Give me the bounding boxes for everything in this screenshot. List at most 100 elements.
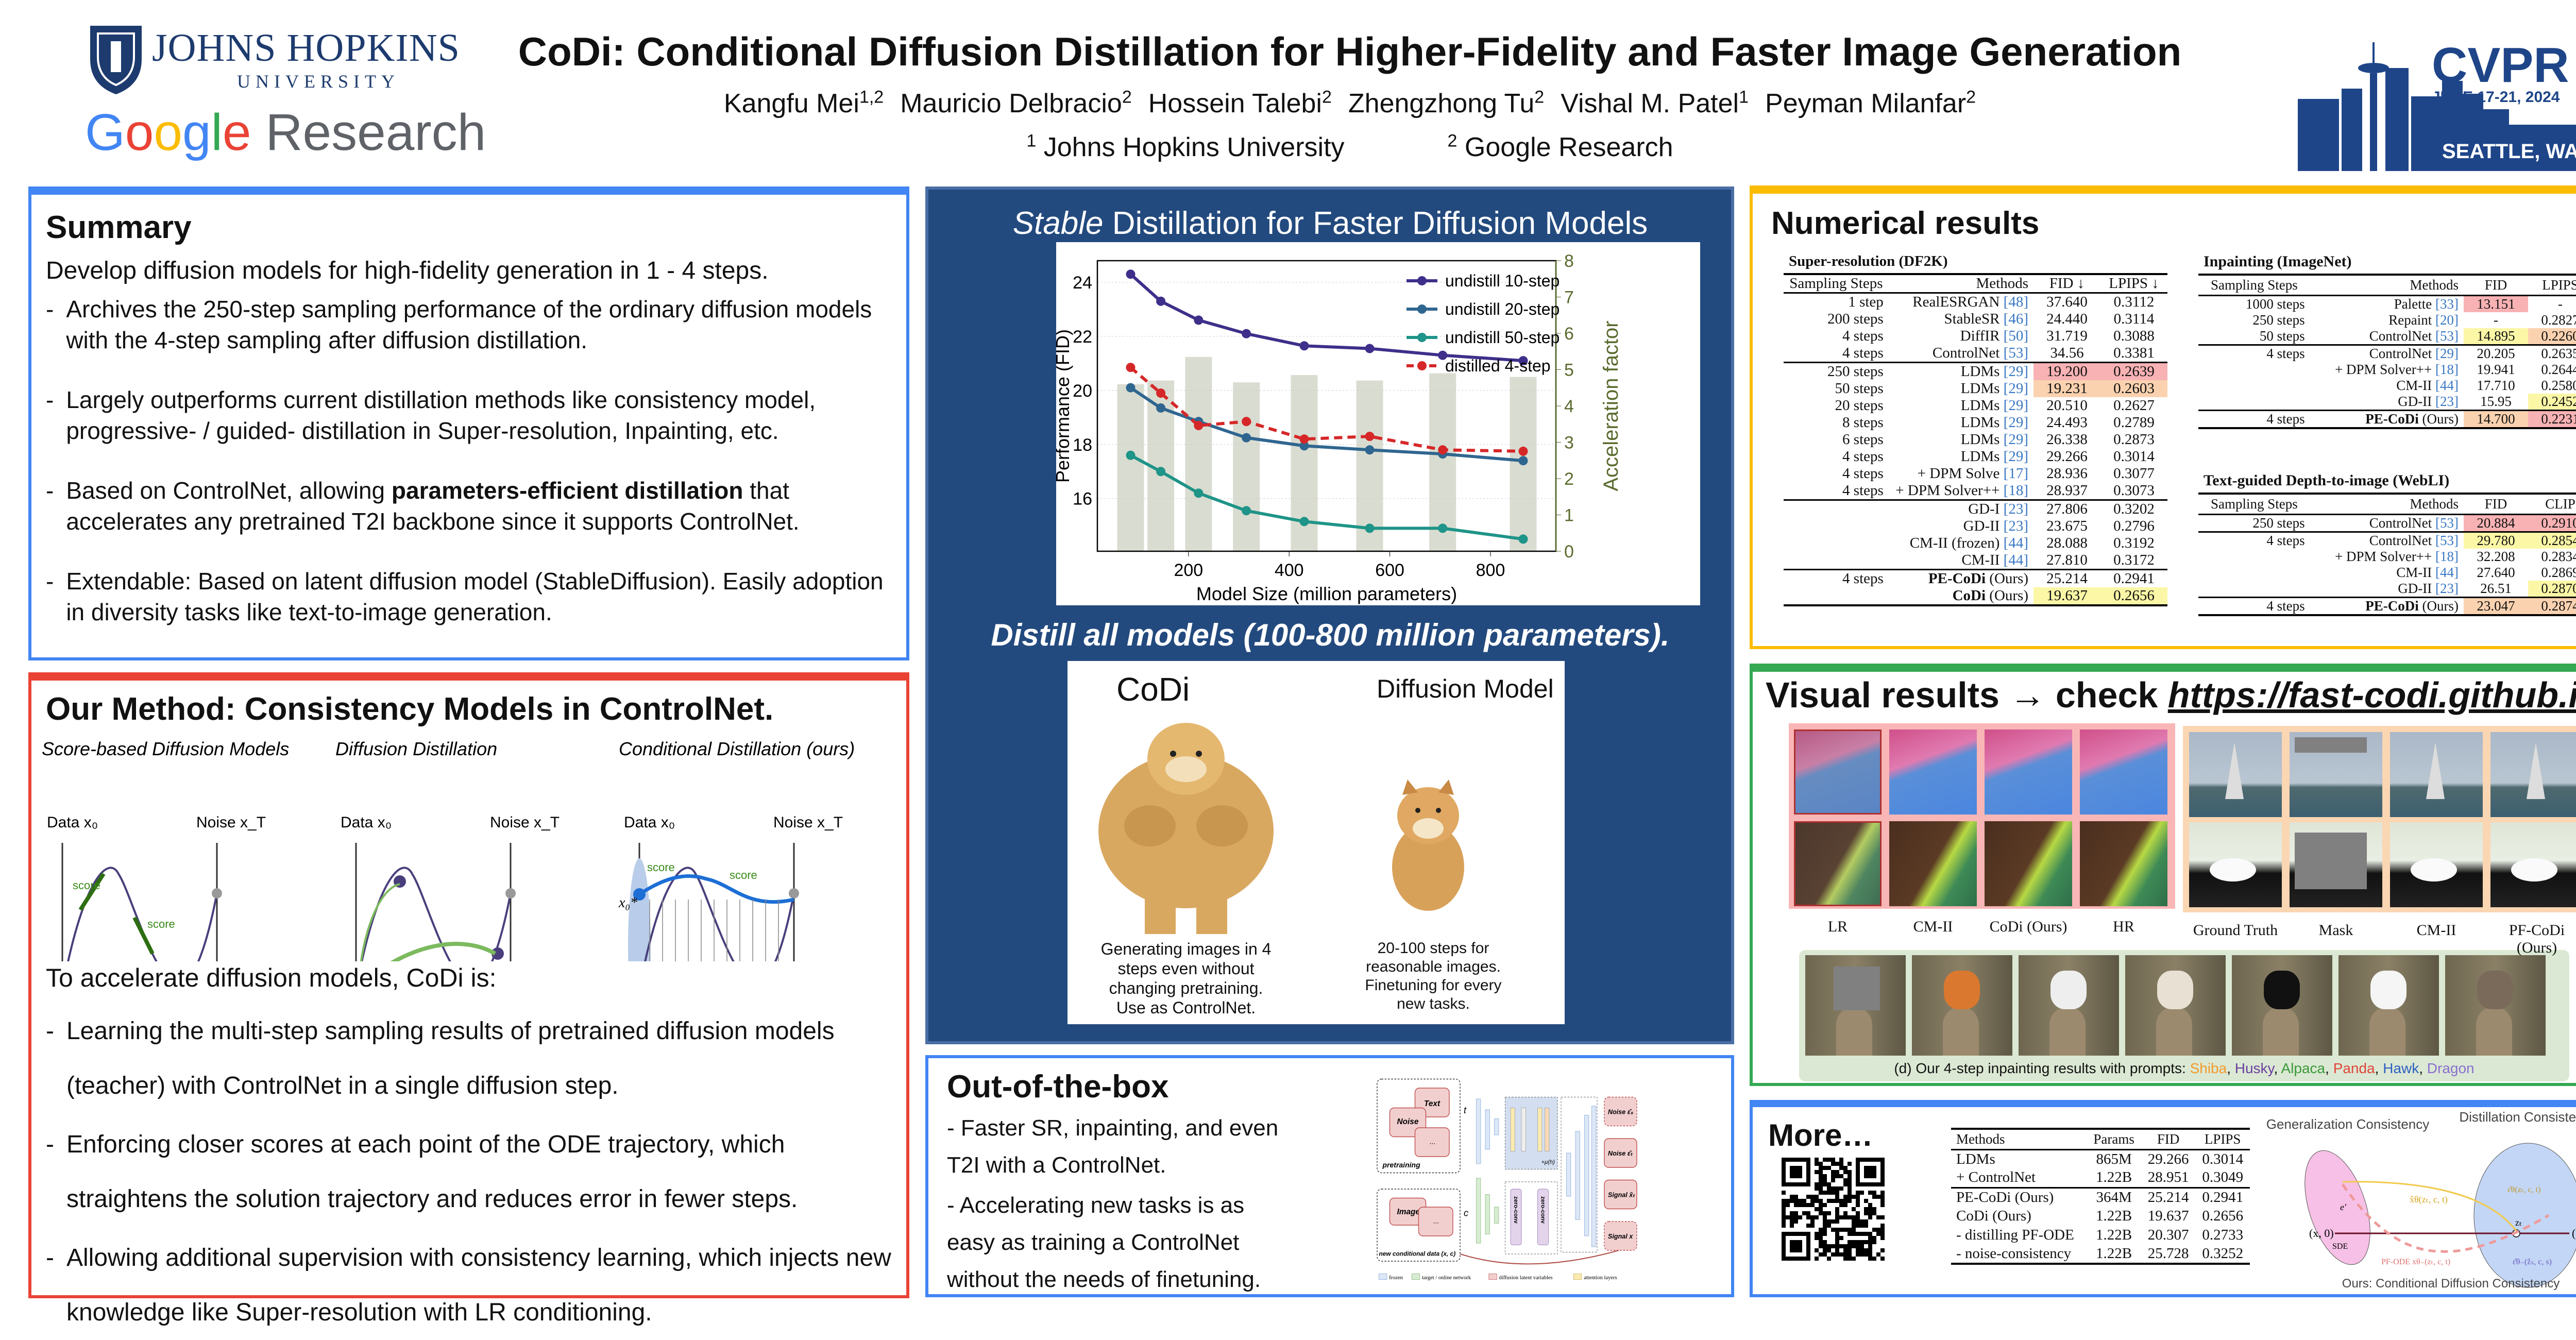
qr-module xyxy=(1823,1203,1827,1207)
citation: [23] xyxy=(2435,580,2459,596)
meerkat-body xyxy=(2049,1007,2086,1056)
metric-value: 0.3202 xyxy=(2100,499,2167,518)
x-axis-label: Model Size (million parameters) xyxy=(1196,583,1457,604)
qr-module xyxy=(1860,1219,1864,1224)
data-label: Data x₀ xyxy=(624,814,675,831)
table-row: - distilling PF-ODE 1.22B 20.307 0.2733 xyxy=(1951,1226,2250,1245)
qr-module xyxy=(1856,1203,1860,1207)
qr-module xyxy=(1868,1207,1872,1211)
table-row: 1000 steps Palette [33] 13.151- xyxy=(2198,295,2576,312)
metric-value: 0.2656 xyxy=(2100,587,2167,606)
legend-label: attention layers xyxy=(1584,1275,1617,1281)
project-page-link[interactable]: https://fast-codi.github.io/ xyxy=(2167,675,2576,715)
params: 865M xyxy=(2096,1150,2132,1167)
ellipsis-label: ... xyxy=(1430,1138,1436,1146)
table-row: CM-II [44] 17.710 0.2580 xyxy=(2198,378,2576,394)
qr-module xyxy=(1823,1228,1827,1232)
data-manifold xyxy=(628,858,651,961)
legend-swatch xyxy=(1411,1274,1420,1280)
qr-module xyxy=(1831,1158,1835,1162)
y2-tick-label: 4 xyxy=(1564,397,1574,416)
citation: [33] xyxy=(2435,296,2459,312)
qr-module xyxy=(1835,1162,1839,1166)
table-row: GD-II [23] 26.51 0.2870 xyxy=(2198,580,2576,597)
qr-module xyxy=(1815,1257,1819,1261)
qr-module xyxy=(1864,1207,1868,1211)
method-name: PE-CoDi xyxy=(2365,411,2419,427)
qr-module xyxy=(1819,1170,1823,1174)
fid-value: 19.941 xyxy=(2477,361,2515,377)
affiliation-name: Google Research xyxy=(1457,132,1673,163)
data-point xyxy=(1194,421,1204,431)
conditional-data-group xyxy=(1377,1189,1461,1262)
method-name: CM-II xyxy=(2396,564,2436,580)
legend-label: undistill 20-step xyxy=(1445,300,1560,318)
data-distribution xyxy=(2304,1150,2370,1265)
attention-layer xyxy=(1545,1108,1550,1151)
qr-module xyxy=(1806,1203,1810,1207)
author-name: Peyman Milanfar2 xyxy=(1765,88,1976,119)
qr-module xyxy=(1860,1244,1864,1248)
data-point xyxy=(1242,433,1251,443)
author-name: Hossein Talebi2 xyxy=(1148,88,1332,119)
column-header: Sampling Steps xyxy=(2198,274,2310,296)
qr-module xyxy=(1810,1203,1815,1207)
series-line xyxy=(1130,454,1523,541)
qr-module xyxy=(1848,1248,1852,1252)
decoder-layer xyxy=(1584,1115,1589,1236)
method-name: GD-II xyxy=(2398,393,2436,409)
qr-module xyxy=(1815,1207,1819,1211)
animal-example-image xyxy=(1912,955,2012,1056)
qr-module xyxy=(1835,1215,1839,1219)
qr-module xyxy=(1827,1191,1831,1195)
bullet-text: Extendable: Based on latent diffusion mo… xyxy=(66,568,884,625)
other-input-box xyxy=(1414,1127,1450,1157)
affiliation-list: 1 Johns Hopkins University 2 Google Resea… xyxy=(453,131,2246,163)
qr-module xyxy=(1794,1199,1798,1203)
generalization-consistency-label: Generalization Consistency xyxy=(2266,1116,2430,1132)
qr-module xyxy=(1860,1248,1864,1252)
qr-module xyxy=(1782,1203,1786,1207)
sampling-steps: 4 steps xyxy=(2198,409,2310,429)
legend-label: distilled 4-step xyxy=(1445,357,1551,375)
qr-module xyxy=(1831,1186,1835,1191)
visual-results-section: Visual results → check https://fast-codi… xyxy=(1750,664,2576,1086)
bullet-dash: - xyxy=(46,386,54,413)
distill-arrow xyxy=(360,883,400,961)
method: PE-CoDi (Ours) xyxy=(1951,1186,2087,1207)
controlnet-block xyxy=(1505,1181,1558,1254)
qr-module xyxy=(1868,1232,1872,1236)
decoder-layer xyxy=(1591,1106,1597,1247)
fid-value: 29.266 xyxy=(2046,448,2088,465)
series-line xyxy=(1129,273,1523,363)
summary-bullet-text: Largely outperforms current distillation… xyxy=(66,384,886,446)
fid-value: 17.710 xyxy=(2477,377,2515,393)
summary-bullet: - Based on ControlNet, allowing parameter… xyxy=(46,475,886,537)
google-letter: o xyxy=(125,104,154,161)
qr-module xyxy=(1815,1195,1819,1199)
data-point xyxy=(1242,329,1251,338)
column-header: Sampling Steps xyxy=(2198,493,2310,515)
prompt-separator: , xyxy=(2419,1060,2427,1076)
metric-value: 0.3112 xyxy=(2113,294,2155,310)
qr-module xyxy=(1810,1195,1815,1199)
jhu-wordmark-bottom: UNIVERSITY xyxy=(237,71,400,92)
table-row: PE-CoDi (Ours) 364M 25.214 0.2941 xyxy=(1951,1186,2250,1207)
qr-module xyxy=(1819,1174,1823,1178)
qr-module xyxy=(1860,1191,1864,1195)
lpips-value: 0.3252 xyxy=(2195,1245,2250,1265)
qr-module xyxy=(1831,1174,1835,1178)
method: Repaint [20] xyxy=(2310,312,2464,328)
qr-module xyxy=(1819,1199,1823,1203)
qr-finder xyxy=(1856,1158,1885,1186)
qr-module xyxy=(1860,1224,1864,1228)
decoder-layer xyxy=(1575,1131,1580,1220)
panel-title: Conditional Distillation (ours) xyxy=(619,738,855,759)
params: 1.22B xyxy=(2087,1245,2141,1265)
method: - noise-consistency xyxy=(1951,1245,2087,1265)
qr-code[interactable] xyxy=(1782,1158,1885,1261)
method: ControlNet [53] xyxy=(1889,345,2033,363)
qr-module xyxy=(1872,1257,1876,1261)
method: CoDi (Ours) xyxy=(1888,587,2033,606)
prompt-word: Shiba xyxy=(2190,1060,2227,1076)
